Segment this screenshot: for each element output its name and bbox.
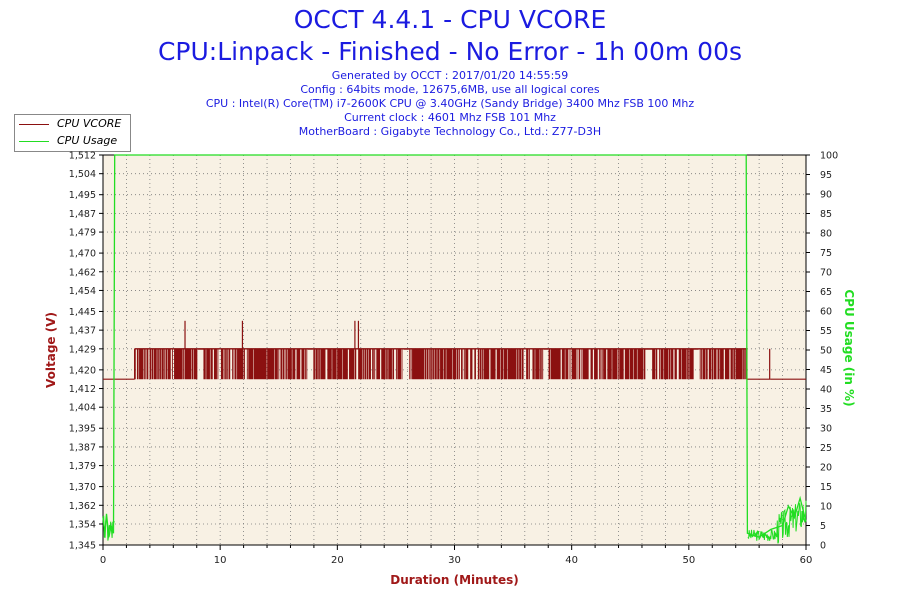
y2-axis-title: CPU Usage (in %) [842, 289, 856, 406]
y2-tick-label: 90 [820, 190, 832, 201]
y-tick-label: 1,362 [69, 501, 96, 512]
info-generated: Generated by OCCT : 2017/01/20 14:55:59 [331, 69, 569, 82]
y2-tick-label: 40 [820, 385, 832, 396]
y2-tick-label: 95 [820, 170, 832, 181]
info-clock: Current clock : 4601 Mhz FSB 101 Mhz [344, 111, 556, 124]
x-tick-label: 60 [800, 555, 813, 566]
y2-tick-label: 70 [820, 268, 832, 279]
y-tick-label: 1,420 [69, 365, 96, 376]
y2-tick-label: 45 [820, 365, 832, 376]
legend-swatch-vcore [19, 124, 49, 125]
y-axis-title: Voltage (V) [44, 312, 58, 388]
legend-item-vcore: CPU VCORE [15, 116, 130, 132]
usage-noise [747, 500, 807, 544]
x-tick-label: 40 [565, 555, 578, 566]
y2-tick-label: 60 [820, 307, 832, 318]
x-axis-title: Duration (Minutes) [390, 573, 518, 587]
chart-legend: CPU VCORE CPU Usage [14, 114, 131, 152]
y2-tick-label: 25 [820, 443, 832, 454]
y-tick-label: 1,495 [69, 190, 96, 201]
y2-tick-label: 55 [820, 326, 832, 337]
y-tick-label: 1,437 [69, 326, 96, 337]
y-tick-label: 1,387 [69, 442, 96, 453]
y2-tick-label: 80 [820, 229, 832, 240]
x-tick-label: 50 [682, 555, 695, 566]
info-cpu: CPU : Intel(R) Core(TM) i7-2600K CPU @ 3… [205, 97, 695, 110]
x-tick-label: 0 [100, 555, 106, 566]
legend-item-usage: CPU Usage [15, 133, 130, 149]
y2-tick-label: 65 [820, 287, 832, 298]
info-config: Config : 64bits mode, 12675,6MB, use all… [300, 83, 600, 96]
y2-tick-label: 0 [820, 541, 826, 552]
y-tick-label: 1,345 [69, 541, 96, 552]
y2-tick-label: 35 [820, 404, 832, 415]
y2-tick-label: 100 [820, 151, 838, 162]
x-tick-label: 10 [214, 555, 227, 566]
y-tick-label: 1,429 [69, 344, 96, 355]
y2-tick-label: 20 [820, 463, 832, 474]
y2-tick-label: 5 [820, 521, 826, 532]
y-tick-label: 1,462 [69, 267, 96, 278]
info-motherboard: MotherBoard : Gigabyte Technology Co., L… [298, 125, 602, 138]
y-tick-label: 1,404 [69, 403, 96, 414]
x-tick-label: 30 [448, 555, 461, 566]
chart-title: OCCT 4.4.1 - CPU VCORE [293, 5, 607, 34]
y-tick-label: 1,487 [69, 209, 96, 220]
usage-noise [102, 515, 115, 541]
y-tick-label: 1,479 [69, 228, 96, 239]
y-tick-label: 1,354 [69, 519, 96, 530]
y2-tick-label: 30 [820, 424, 832, 435]
y-tick-label: 1,412 [69, 384, 96, 395]
y-tick-label: 1,512 [69, 151, 96, 162]
y2-tick-label: 15 [820, 482, 832, 493]
y-tick-label: 1,454 [69, 286, 96, 297]
y-tick-label: 1,379 [69, 461, 96, 472]
y-tick-label: 1,370 [69, 482, 96, 493]
y-tick-label: 1,445 [69, 307, 96, 318]
y2-tick-label: 10 [820, 502, 832, 513]
y-tick-label: 1,395 [69, 424, 96, 435]
y2-tick-label: 75 [820, 248, 832, 259]
y-tick-label: 1,504 [69, 169, 96, 180]
x-tick-label: 20 [331, 555, 344, 566]
legend-label-usage: CPU Usage [57, 134, 118, 147]
y2-tick-label: 85 [820, 209, 832, 220]
legend-swatch-usage [19, 141, 49, 142]
y-tick-label: 1,470 [69, 249, 96, 260]
legend-label-vcore: CPU VCORE [57, 117, 122, 130]
chart-subtitle: CPU:Linpack - Finished - No Error - 1h 0… [157, 37, 743, 66]
y2-tick-label: 50 [820, 346, 832, 357]
